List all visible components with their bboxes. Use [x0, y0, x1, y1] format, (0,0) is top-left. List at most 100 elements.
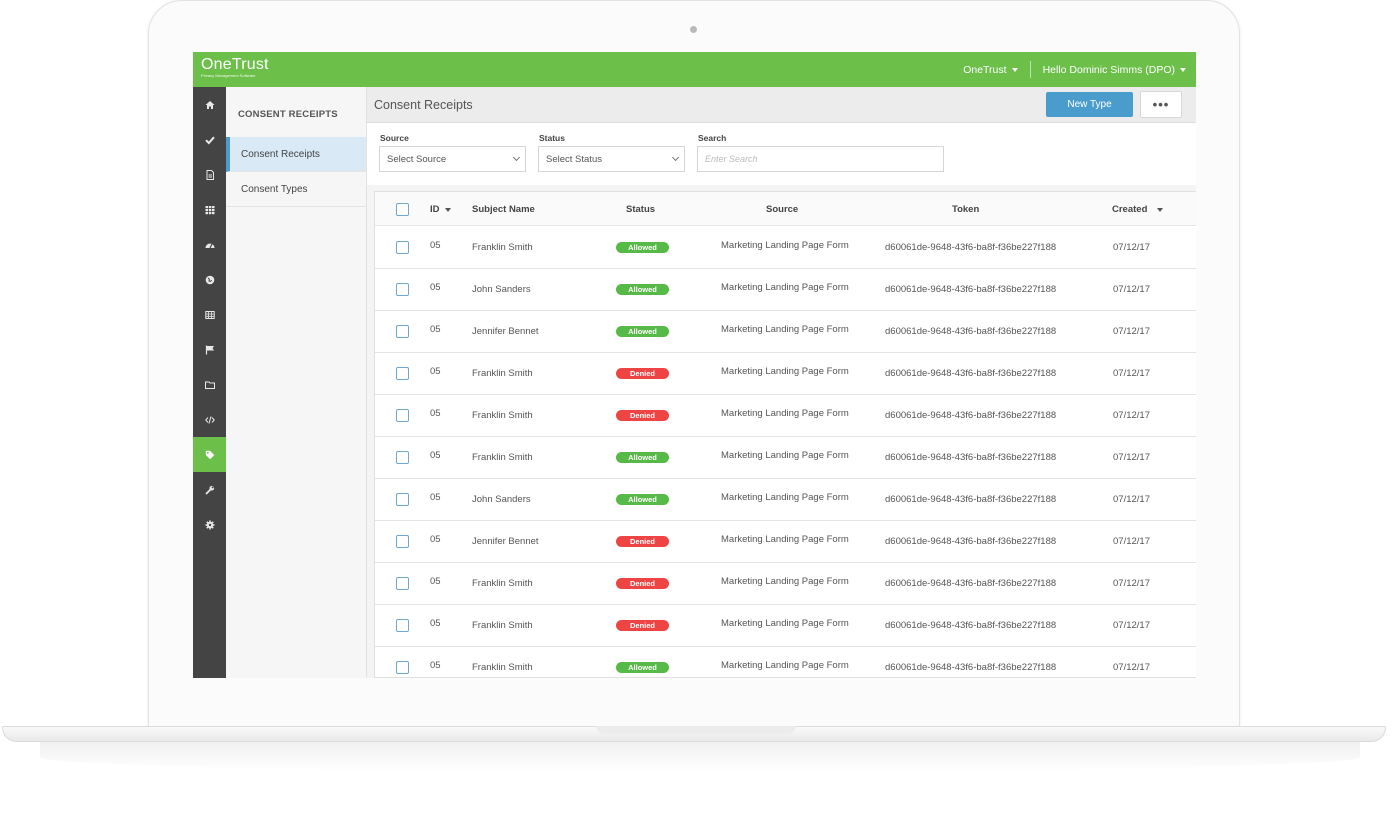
row-checkbox[interactable] — [396, 367, 409, 380]
cell-source: Marketing Landing Page Form — [721, 450, 849, 461]
column-created[interactable]: Created — [1112, 204, 1164, 215]
new-type-button[interactable]: New Type — [1046, 92, 1133, 117]
cell-subject-name[interactable]: Jennifer Bennet — [472, 326, 539, 337]
cell-subject-name[interactable]: Franklin Smith — [472, 620, 533, 631]
sidebar-incidents[interactable] — [193, 332, 226, 367]
cell-subject-name[interactable]: Franklin Smith — [472, 662, 533, 673]
row-checkbox[interactable] — [396, 493, 409, 506]
source-select-value: Select Source — [387, 153, 447, 165]
status-filter-label: Status — [539, 133, 565, 143]
main-content: Consent Receipts New Type ••• Source Sel… — [367, 87, 1196, 678]
sidebar-apps[interactable] — [193, 192, 226, 227]
search-input[interactable]: Enter Search — [697, 146, 944, 172]
cell-subject-name[interactable]: Jennifer Bennet — [472, 536, 539, 547]
status-badge: Allowed — [616, 242, 669, 253]
row-checkbox[interactable] — [396, 577, 409, 590]
row-checkbox[interactable] — [396, 619, 409, 632]
sidebar-files[interactable] — [193, 367, 226, 402]
cell-subject-name[interactable]: Franklin Smith — [472, 368, 533, 379]
top-right-menu: OneTrust Hello Dominic Simms (DPO) — [951, 52, 1186, 87]
sidebar-dashboard[interactable] — [193, 227, 226, 262]
cell-created: 07/12/17 — [1113, 536, 1150, 547]
sidebar-settings[interactable] — [193, 507, 226, 542]
page-title: Consent Receipts — [374, 98, 473, 112]
table-row[interactable]: 05 Franklin Smith Denied Marketing Landing … — [375, 395, 1196, 437]
column-status[interactable]: Status — [626, 204, 655, 215]
cell-subject-name[interactable]: John Sanders — [472, 284, 531, 295]
org-menu[interactable]: OneTrust — [951, 64, 1029, 76]
column-status-label: Status — [626, 204, 656, 215]
cell-id: 05 — [430, 282, 441, 293]
user-menu[interactable]: Hello Dominic Simms (DPO) — [1031, 64, 1186, 76]
cell-source: Marketing Landing Page Form — [721, 534, 849, 545]
sidebar-home[interactable] — [193, 87, 226, 122]
column-subject-name[interactable]: Subject Name — [472, 204, 535, 215]
sidebar-tasks[interactable] — [193, 122, 226, 157]
column-source[interactable]: Source — [766, 204, 798, 215]
cell-id: 05 — [430, 576, 441, 587]
column-id[interactable]: ID — [430, 204, 451, 215]
row-checkbox[interactable] — [396, 241, 409, 254]
status-badge: Denied — [616, 410, 669, 421]
table-row[interactable]: 05 John Sanders Allowed Marketing Landing P… — [375, 479, 1196, 521]
column-id-label: ID — [430, 204, 440, 215]
cell-id: 05 — [430, 324, 441, 335]
row-checkbox[interactable] — [396, 283, 409, 296]
table-row[interactable]: 05 Franklin Smith Allowed Marketing Landing… — [375, 647, 1196, 677]
source-select[interactable]: Select Source — [379, 146, 526, 172]
table-row[interactable]: 05 Franklin Smith Denied Marketing Landing … — [375, 605, 1196, 647]
status-select[interactable]: Select Status — [538, 146, 685, 172]
table-icon — [204, 310, 215, 319]
table-row[interactable]: 05 Franklin Smith Allowed Marketing Landing… — [375, 437, 1196, 479]
cell-subject-name[interactable]: Franklin Smith — [472, 410, 533, 421]
table-row[interactable]: 05 Jennifer Bennet Allowed Marketing Landin… — [375, 311, 1196, 353]
check-icon — [204, 136, 215, 144]
table-row[interactable]: 05 Franklin Smith Denied Marketing Landing … — [375, 563, 1196, 605]
laptop-notch — [596, 726, 796, 734]
cell-subject-name[interactable]: Franklin Smith — [472, 452, 533, 463]
table-row[interactable]: 05 Franklin Smith Denied Marketing Landing … — [375, 353, 1196, 395]
cell-subject-name[interactable]: Franklin Smith — [472, 242, 533, 253]
table-row[interactable]: 05 Jennifer Bennet Denied Marketing Landing… — [375, 521, 1196, 563]
brand-logo[interactable]: OneTrust Privacy Management Software — [201, 56, 269, 78]
cell-subject-name[interactable]: Franklin Smith — [472, 578, 533, 589]
folder-icon — [204, 381, 215, 389]
table-row[interactable]: 05 Franklin Smith Allowed Marketing Landing… — [375, 227, 1196, 269]
cell-created: 07/12/17 — [1113, 242, 1150, 253]
laptop-shadow — [40, 742, 1360, 772]
row-checkbox[interactable] — [396, 661, 409, 674]
sidebar-global[interactable] — [193, 262, 226, 297]
sidebar-tools[interactable] — [193, 472, 226, 507]
column-subject-label: Subject Name — [472, 204, 535, 215]
chevron-down-icon — [671, 153, 680, 162]
sidebar-developer[interactable] — [193, 402, 226, 437]
row-checkbox[interactable] — [396, 535, 409, 548]
subnav-item-consent-receipts[interactable]: Consent Receipts — [226, 137, 366, 172]
flag-icon — [205, 345, 214, 354]
cell-id: 05 — [430, 450, 441, 461]
row-checkbox[interactable] — [396, 409, 409, 422]
more-options-button[interactable]: ••• — [1140, 91, 1182, 118]
status-badge: Denied — [616, 536, 669, 547]
select-all-checkbox[interactable] — [396, 203, 409, 216]
sort-caret-icon — [1157, 207, 1164, 212]
subnav-item-label: Consent Receipts — [241, 148, 320, 160]
wrench-icon — [204, 485, 214, 495]
column-token[interactable]: Token — [952, 204, 979, 215]
row-checkbox[interactable] — [396, 325, 409, 338]
cell-source: Marketing Landing Page Form — [721, 618, 849, 629]
cell-id: 05 — [430, 492, 441, 503]
cell-source: Marketing Landing Page Form — [721, 366, 849, 377]
subnav-item-consent-types[interactable]: Consent Types — [226, 172, 366, 207]
grid-icon — [205, 205, 214, 214]
table-row[interactable]: 05 John Sanders Allowed Marketing Landing P… — [375, 269, 1196, 311]
row-checkbox[interactable] — [396, 451, 409, 464]
app-screen: OneTrust Privacy Management Software One… — [193, 52, 1196, 678]
sidebar-data[interactable] — [193, 297, 226, 332]
cell-subject-name[interactable]: John Sanders — [472, 494, 531, 505]
sidebar-consent[interactable] — [193, 437, 226, 472]
divider — [1029, 61, 1031, 78]
sidebar-documents[interactable] — [193, 157, 226, 192]
status-badge: Denied — [616, 578, 669, 589]
cell-token: d60061de-9648-43f6-ba8f-f36be227f188 — [885, 326, 1057, 337]
